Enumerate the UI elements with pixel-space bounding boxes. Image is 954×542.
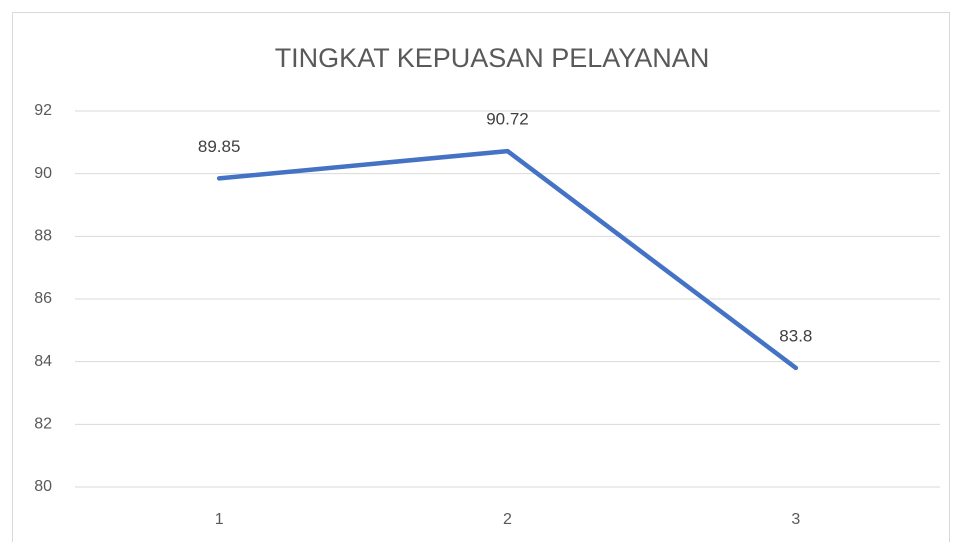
y-tick-label: 92 — [34, 102, 52, 119]
y-tick-label: 82 — [34, 416, 52, 433]
x-tick-label: 1 — [215, 511, 224, 528]
data-label: 83.8 — [779, 326, 812, 345]
y-tick-label: 84 — [34, 353, 52, 370]
y-tick-label: 86 — [34, 290, 52, 307]
y-tick-label: 88 — [34, 228, 52, 245]
x-tick-label: 3 — [791, 511, 800, 528]
data-label: 90.72 — [486, 110, 529, 129]
y-tick-label: 80 — [34, 478, 52, 495]
chart-title: TINGKAT KEPUASAN PELAYANAN — [275, 43, 710, 73]
data-line — [216, 148, 799, 371]
x-tick-label: 2 — [503, 511, 512, 528]
chart-border — [12, 12, 950, 542]
data-label: 89.85 — [198, 137, 241, 156]
y-tick-label: 90 — [34, 165, 52, 182]
